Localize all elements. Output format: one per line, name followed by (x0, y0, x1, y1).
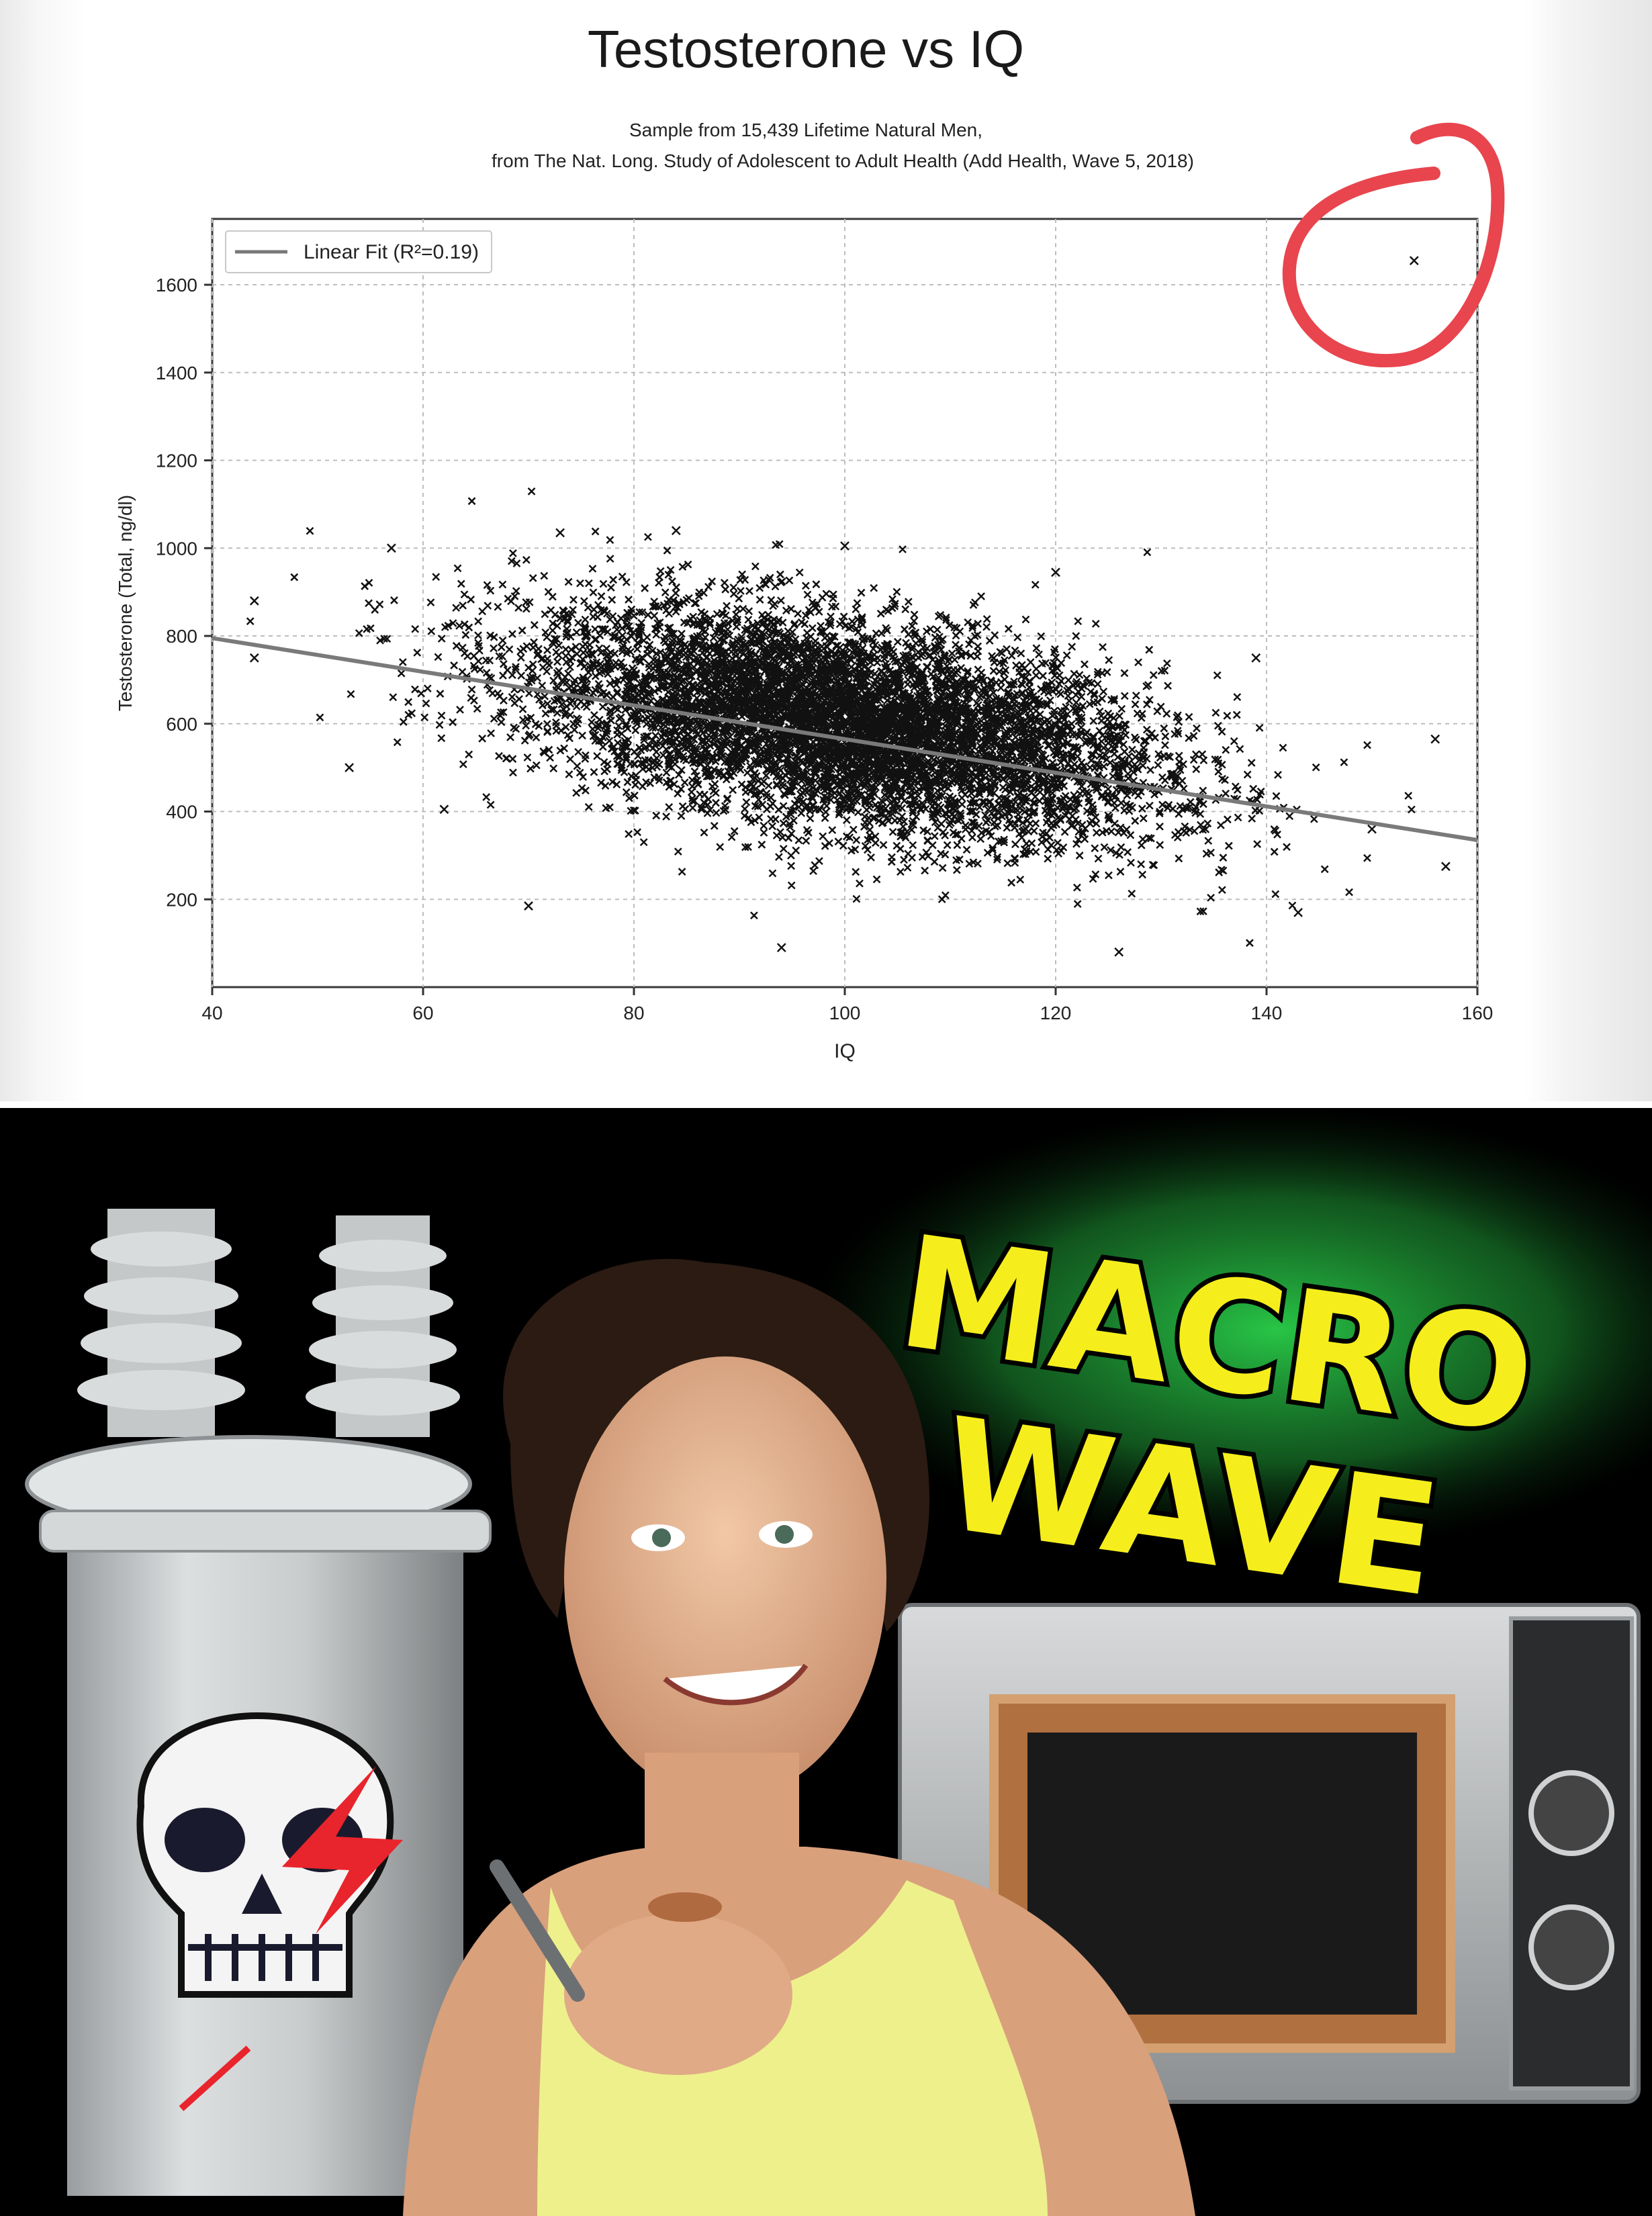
scatter-chart: Testosterone vs IQ Sample from 15,439 Li… (115, 19, 1505, 1062)
y-tick-label: 400 (166, 802, 197, 823)
face (564, 1356, 886, 1800)
yellow-tank-top (537, 1880, 1048, 2216)
hair (503, 1258, 930, 1632)
thumbnail-illustration: MACRO WAVE (25, 1108, 1652, 2216)
skull-icon (136, 1712, 394, 1998)
y-axis-label: Testosterone (Total, ng/dl) (115, 495, 136, 711)
x-tick-label: 100 (829, 1003, 861, 1023)
legend-box (225, 230, 492, 273)
chart-panel: Testosterone vs IQ Sample from 15,439 Li… (0, 0, 1652, 1101)
y-tick-label: 1600 (156, 275, 197, 295)
y-tick-label: 800 (166, 626, 197, 647)
hands (564, 1914, 792, 2075)
x-axis-ticks: 40 60 80 100 120 140 160 (201, 987, 1493, 1023)
y-axis-ticks: 200 400 600 800 1000 1200 1400 1600 (156, 275, 212, 910)
fit-line-layer (212, 636, 1478, 842)
microwave-dial-icon (1528, 1770, 1614, 1856)
scatter-points (246, 256, 1451, 957)
x-tick-label: 80 (623, 1003, 644, 1023)
chart-subtitle-line2: from The Nat. Long. Study of Adolescent … (492, 150, 1194, 171)
scatter-markers (246, 256, 1451, 957)
x-tick-label: 40 (201, 1003, 222, 1023)
red-circle-annotation (1282, 122, 1505, 367)
legend: Linear Fit (R²=0.19) (225, 230, 492, 273)
y-tick-label: 1200 (156, 451, 197, 471)
headline-glow (806, 1108, 1652, 1551)
y-tick-label: 200 (166, 889, 197, 910)
y-tick-label: 1000 (156, 538, 197, 559)
x-tick-label: 160 (1462, 1003, 1494, 1023)
linear-fit-line (212, 636, 1478, 842)
x-axis-label: IQ (834, 1040, 856, 1062)
video-thumbnail: MACRO WAVE (0, 1108, 1652, 2216)
y-tick-label: 600 (166, 714, 197, 735)
x-tick-label: 120 (1040, 1003, 1072, 1023)
transformer-illustration (25, 1209, 492, 2196)
x-tick-label: 140 (1251, 1003, 1283, 1023)
person-illustration (403, 1258, 1195, 2216)
red-slash-mark (179, 2045, 251, 2111)
y-tick-label: 1400 (156, 363, 197, 383)
x-tick-label: 60 (412, 1003, 433, 1023)
legend-entry-label: Linear Fit (R²=0.19) (304, 241, 479, 263)
chart-title: Testosterone vs IQ (588, 19, 1024, 79)
lightning-bolt-icon (282, 1766, 403, 1934)
chart-subtitle-line1: Sample from 15,439 Lifetime Natural Men, (629, 120, 982, 140)
microwave-dial-icon (1528, 1904, 1614, 1990)
